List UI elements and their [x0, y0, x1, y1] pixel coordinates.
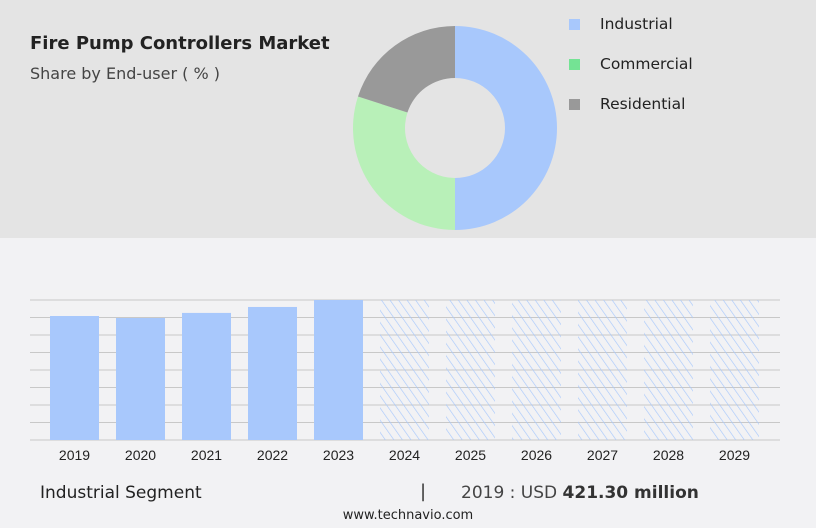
value-amount: 421.30 million	[562, 483, 699, 503]
x-tick-label: 2027	[587, 447, 618, 463]
bar-2022	[248, 306, 297, 440]
donut-slice-commercial	[353, 96, 455, 230]
segment-value: 2019 : USD 421.30 million	[461, 483, 699, 503]
x-tick-label: 2026	[521, 447, 552, 463]
x-tick-label: 2024	[389, 447, 420, 463]
segment-label: Industrial Segment	[40, 483, 202, 503]
forecast-bar-2027	[578, 300, 627, 440]
donut-slice-industrial	[455, 26, 557, 230]
donut-slice-residential	[357, 26, 455, 113]
x-tick-label: 2023	[323, 447, 354, 463]
x-tick-label: 2019	[59, 447, 90, 463]
legend-swatch	[569, 18, 580, 30]
legend-item-commercial: Commercial	[569, 44, 693, 84]
forecast-bar-2024	[380, 300, 429, 440]
legend-label: Industrial	[600, 15, 673, 33]
source-url: www.technavio.com	[342, 508, 474, 523]
separator: |	[420, 481, 427, 502]
legend-swatch	[569, 98, 580, 110]
value-prefix: 2019 : USD	[461, 483, 563, 503]
x-tick-label: 2022	[257, 447, 288, 463]
legend: Industrial Commercial Residential	[569, 4, 693, 124]
forecast-bar-2026	[512, 300, 561, 440]
legend-item-residential: Residential	[569, 84, 693, 124]
bar-2021	[182, 312, 231, 440]
x-tick-label: 2020	[125, 447, 156, 463]
chart-subtitle: Share by End-user ( % )	[30, 64, 220, 83]
legend-item-industrial: Industrial	[569, 4, 693, 44]
x-tick-label: 2029	[719, 447, 750, 463]
legend-label: Commercial	[600, 55, 693, 73]
x-tick-label: 2028	[653, 447, 684, 463]
bar-2020	[116, 318, 165, 440]
x-tick-label: 2025	[455, 447, 486, 463]
bar-2023	[314, 300, 363, 440]
forecast-bar-2029	[710, 300, 759, 440]
legend-swatch	[569, 58, 580, 70]
x-tick-label: 2021	[191, 447, 222, 463]
bar-2019	[50, 316, 99, 440]
forecast-bar-2028	[644, 300, 693, 440]
chart-title: Fire Pump Controllers Market	[30, 33, 330, 54]
forecast-bar-2025	[446, 300, 495, 440]
legend-label: Residential	[600, 95, 686, 113]
